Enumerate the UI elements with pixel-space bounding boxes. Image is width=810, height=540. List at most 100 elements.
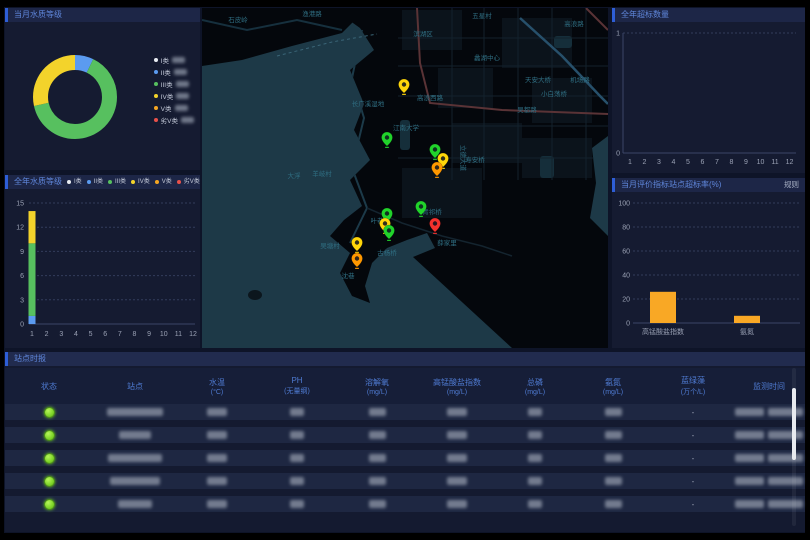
algae-value: - [691,499,695,509]
algae-value: - [691,430,695,440]
legend-item[interactable]: III类 [153,78,194,90]
algae-cell: - [653,454,733,463]
table-row[interactable]: - [5,450,805,466]
map-panel[interactable]: 石皮岭 渔港路 五星村 滨湖区 高浪路 蠡湖中心 天安大桥 机场路 小白荡桥 高浪西路 吴都路 江南大… [202,8,608,348]
value-cell [497,408,573,416]
station-pin-icon[interactable] [431,161,443,178]
panel-month-rate: 当月评价指标站点超标率(%) 规则 0 20 40 60 80 100 高锰酸盐指数 氨氮 [612,178,805,348]
panel-month-quality: 当月水质等级 I类 II类 III类 IV类 V类劣V类 [5,8,200,170]
value-cell [257,454,337,462]
station-pin-icon[interactable] [351,236,363,253]
svg-text:40: 40 [622,273,630,280]
redacted-value [173,69,187,75]
svg-text:6: 6 [103,331,107,338]
dashboard: 当月水质等级 I类 II类 III类 IV类 V类 劣V类 全年水质等级 I类 II类 III… [4,7,805,533]
station-pin-icon[interactable] [381,131,393,148]
year-quality-legend: I类 II类 III类 IV类 V类 劣V类 [62,175,204,189]
value-cell [177,477,257,485]
svg-text:11: 11 [771,159,778,166]
table-row[interactable]: - [5,473,805,489]
time-cell [733,454,805,462]
redacted-value [528,431,542,439]
legend-item[interactable]: V类 [153,102,194,114]
status-normal-icon [43,475,55,487]
map-place-label: 渔港路 [302,9,322,18]
status-cell [5,498,93,510]
rate-bar-chart: 0 20 40 60 80 100 高锰酸盐指数 氨氮 [618,201,800,336]
legend-item[interactable]: I类 [67,175,82,189]
table-row[interactable]: - [5,427,805,443]
legend-item[interactable]: 劣V类 [153,114,194,126]
value-cell [337,431,417,439]
column-header-5: 溶解氧 (mg/L) [365,377,389,396]
panel-header: 当月评价指标站点超标率(%) 规则 [612,178,805,192]
status-normal-icon [43,429,55,441]
station-pin-icon[interactable] [429,143,441,160]
redacted-station-name [119,431,151,439]
station-pin-icon[interactable] [398,78,410,95]
redacted-value [447,408,467,416]
redacted-time [767,477,803,485]
legend-dot-icon [153,118,158,122]
station-pin-icon[interactable] [415,200,427,217]
algae-cell: - [653,500,733,509]
rate-bar-高锰酸盐指数 [650,291,676,323]
legend-item[interactable]: IV类 [153,90,194,102]
table-row[interactable]: - [5,496,805,512]
svg-text:60: 60 [622,249,630,256]
redacted-station-name [110,477,160,485]
legend-item[interactable]: III类 [108,175,126,189]
redacted-value [290,408,304,416]
value-cell [497,454,573,462]
redacted-value [528,500,542,508]
redacted-time [767,454,803,462]
station-pin-icon[interactable] [429,217,441,234]
legend-dot-icon [131,180,136,184]
map-place-label: 江南大学 [393,123,420,132]
redacted-value [175,81,189,87]
legend-label: 劣V类 [183,179,200,185]
panel-header: 当月水质等级 [5,8,200,22]
svg-text:9: 9 [147,331,151,338]
panel-header: 全年超标数量 [612,8,805,22]
map-place-label: 大浮 [288,171,302,180]
table-row[interactable]: - [5,404,805,420]
svg-text:1: 1 [616,31,620,38]
map-place-label: 吴都路 [517,105,537,114]
station-pin-icon[interactable] [383,224,395,241]
status-normal-icon [43,406,55,418]
svg-text:3: 3 [657,159,661,166]
scrollbar[interactable] [792,388,796,460]
value-cell [573,431,653,439]
legend-label: 劣V类 [160,118,178,125]
svg-text:5: 5 [89,331,93,338]
panel-title: 当月评价指标站点超标率(%) [621,180,722,189]
map-place-label: 沈巷 [342,271,356,280]
svg-text:4: 4 [672,159,676,166]
map-place-label: 长广溪湿地 [352,99,385,108]
svg-text:0: 0 [626,321,630,328]
legend-item[interactable]: I类 [153,54,194,66]
redacted-time [767,431,803,439]
station-cell [93,454,177,462]
station-pin-icon[interactable] [351,252,363,269]
legend-item[interactable]: II类 [86,175,103,189]
svg-text:3: 3 [20,297,24,304]
legend-item[interactable]: IV类 [131,175,150,189]
column-header-4: PH (无量纲) [284,376,310,395]
legend-item[interactable]: II类 [153,66,194,78]
column-header-9: 蓝绿藻 (万个/L) [680,376,706,396]
value-cell [573,454,653,462]
redacted-time [767,500,803,508]
map-place-label: 高浪路 [564,19,584,28]
svg-text:5: 5 [686,159,690,166]
legend-item[interactable]: 劣V类 [176,175,200,189]
redacted-value [207,408,227,416]
rules-link[interactable]: 规则 [784,180,799,189]
legend-item[interactable]: V类 [154,175,172,189]
algae-value: - [691,453,695,463]
map-place-label: 五星村 [472,11,492,20]
map-place-label: 古杨桥 [377,248,397,257]
